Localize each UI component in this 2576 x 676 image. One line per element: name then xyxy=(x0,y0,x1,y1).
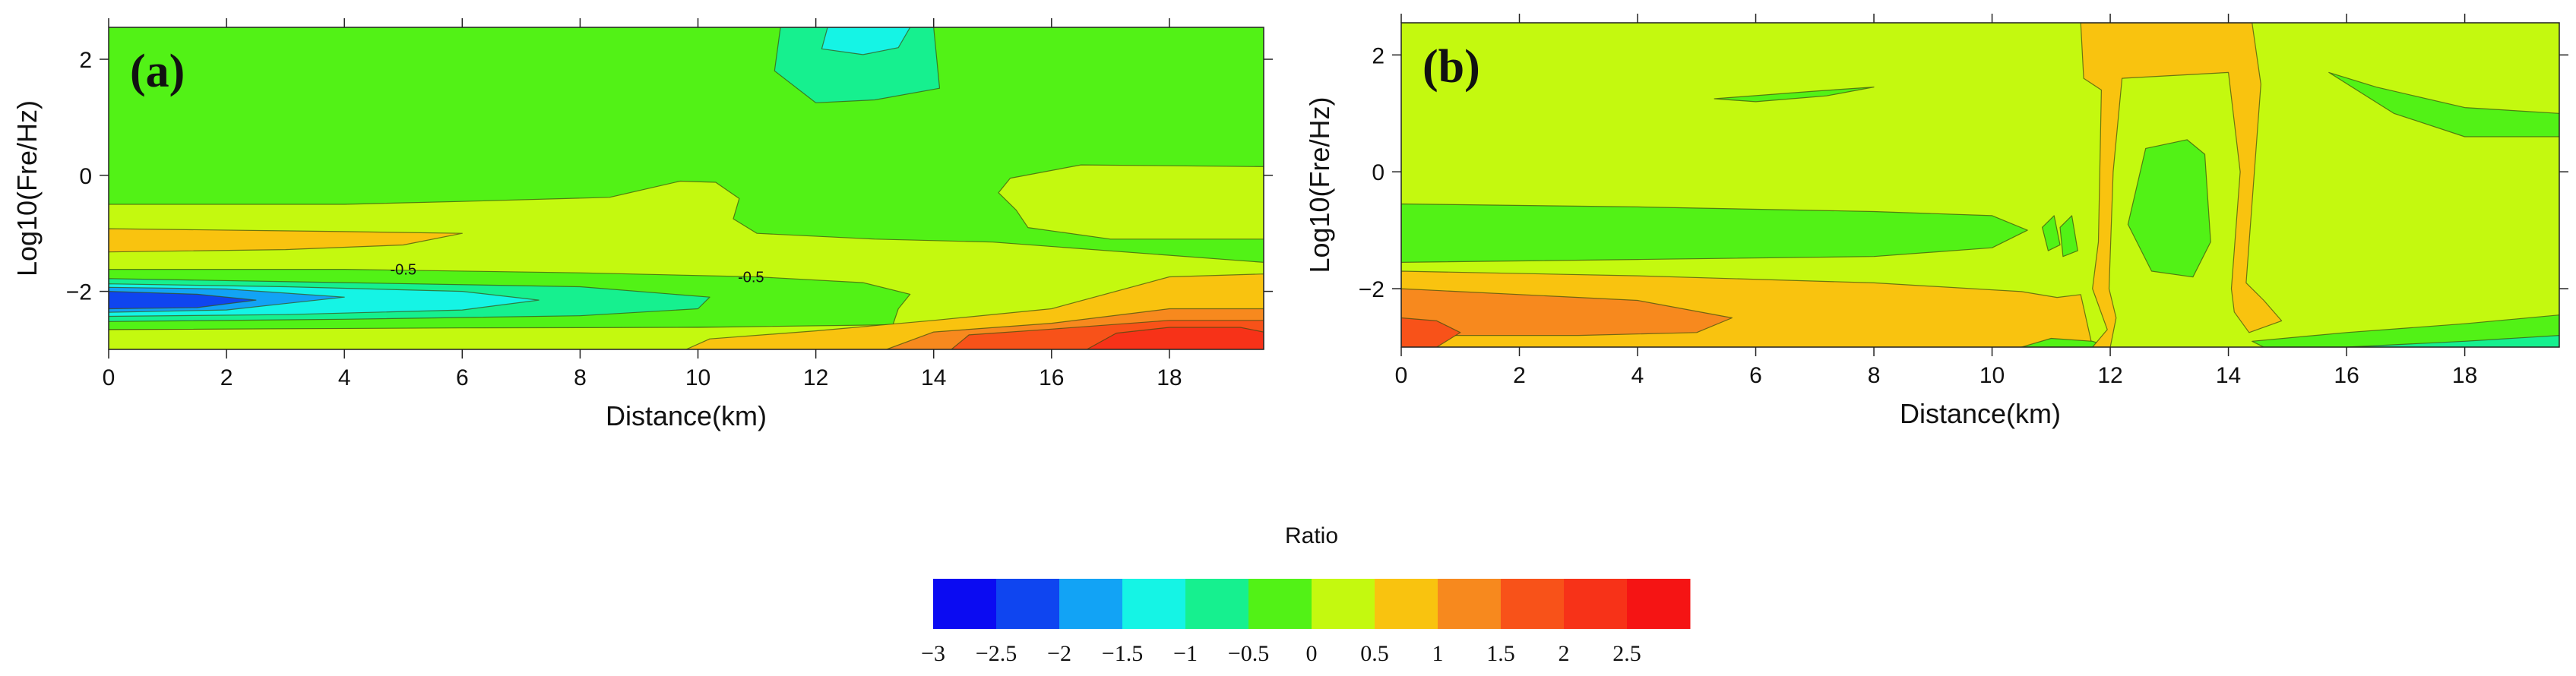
colorbar-swatch xyxy=(1375,579,1438,629)
x-tick-label: 14 xyxy=(921,365,946,390)
y-tick-label: 0 xyxy=(79,164,92,189)
colorbar-tick-label: 0 xyxy=(1306,641,1318,666)
x-tick-label: 6 xyxy=(1749,363,1762,388)
x-tick-label: 4 xyxy=(1631,363,1644,388)
colorbar-tick-label: −3 xyxy=(921,641,945,666)
y-tick-label: 0 xyxy=(1372,160,1385,185)
panel-b: 0 2 4 6 8 10 12 14 16 18 −2 0 2 Distance(km) Log10(Fre… xyxy=(1304,14,2568,429)
x-tick-label: 0 xyxy=(1395,363,1408,388)
contour-field xyxy=(1401,23,2559,347)
colorbar-swatch xyxy=(1438,579,1502,629)
panel-label: (b) xyxy=(1422,41,1480,93)
colorbar-tick-label: −1 xyxy=(1173,641,1198,666)
contour-region xyxy=(2021,337,2111,347)
contour-region xyxy=(2042,215,2061,251)
contour-region xyxy=(1401,288,1733,336)
contour-region xyxy=(2059,215,2078,257)
x-tick-label: 8 xyxy=(1868,363,1881,388)
colorbar-swatch xyxy=(1627,579,1691,629)
x-tick-label: 12 xyxy=(2097,363,2122,388)
colorbar-tick-label: 0.5 xyxy=(1360,641,1389,666)
x-tick-label: 6 xyxy=(456,365,469,390)
y-tick-label: 2 xyxy=(1372,43,1385,68)
x-tick-label: 2 xyxy=(1513,363,1526,388)
contour-region xyxy=(109,291,257,310)
colorbar-tick-label: −0.5 xyxy=(1228,641,1269,666)
contour-region xyxy=(1714,86,1875,103)
x-tick-label: 8 xyxy=(574,365,587,390)
x-tick-label: 16 xyxy=(1039,365,1064,390)
contour-region xyxy=(1401,317,1461,347)
contour-region xyxy=(1401,203,2028,263)
x-tick-label: 0 xyxy=(103,365,116,390)
colorbar-swatch xyxy=(1564,579,1628,629)
colorbar-tick-label: 1 xyxy=(1432,641,1444,666)
contour-region xyxy=(2328,71,2559,137)
colorbar-tick-label: 2.5 xyxy=(1612,641,1641,666)
y-tick-label: −2 xyxy=(1359,277,1385,302)
x-tick-label: 18 xyxy=(2452,363,2477,388)
colorbar-tick-label: 1.5 xyxy=(1486,641,1515,666)
x-tick-label: 4 xyxy=(338,365,351,390)
contour-region xyxy=(2346,335,2559,347)
colorbar-tick-label: −2.5 xyxy=(976,641,1017,666)
plot-frame xyxy=(1400,22,2560,348)
y-tick-label: 2 xyxy=(79,48,92,73)
x-tick-label: 12 xyxy=(803,365,828,390)
colorbar-swatch xyxy=(933,579,997,629)
contour-region xyxy=(2080,23,2283,347)
plot-frame xyxy=(108,27,1264,350)
contour-region xyxy=(998,164,1264,240)
x-tick-label: 16 xyxy=(2334,363,2359,388)
colorbar-swatch xyxy=(1248,579,1312,629)
colorbar-swatch xyxy=(996,579,1060,629)
x-tick-label: 14 xyxy=(2216,363,2241,388)
contour-region xyxy=(2252,314,2559,347)
x-tick-label: 2 xyxy=(220,365,233,390)
x-tick-label: 18 xyxy=(1157,365,1182,390)
contour-region xyxy=(109,228,463,253)
contour-region xyxy=(1086,327,1264,349)
colorbar: Ratio −3 −2.5 −2 −1.5 −1 −0.5 0 0.5 1 1.5 2 2.5 xyxy=(921,523,1691,666)
x-tick-label: 10 xyxy=(1979,363,2005,388)
panel-a: -0.5 -0.5 0 2 4 6 8 10 12 14 16 18 −2 0 2 Distance(km) L… xyxy=(11,18,1273,431)
colorbar-tick-label: 2 xyxy=(1559,641,1570,666)
contour-field: -0.5 -0.5 xyxy=(109,27,1264,349)
colorbar-swatch xyxy=(1185,579,1249,629)
colorbar-tick-label: −2 xyxy=(1047,641,1071,666)
panel-label: (a) xyxy=(130,46,185,97)
contour-region xyxy=(821,27,911,55)
x-tick-label: 10 xyxy=(685,365,710,390)
colorbar-swatch xyxy=(1312,579,1375,629)
colorbar-swatch xyxy=(1501,579,1565,629)
colorbar-title: Ratio xyxy=(1285,523,1338,548)
x-axis-label: Distance(km) xyxy=(606,400,767,431)
x-axis-label: Distance(km) xyxy=(1900,398,2061,429)
colorbar-tick-label: −1.5 xyxy=(1102,641,1143,666)
contour-label: -0.5 xyxy=(738,270,764,286)
y-axis-label: Log10(Fre/Hz) xyxy=(11,100,43,276)
colorbar-swatch xyxy=(1122,579,1186,629)
contour-region xyxy=(2127,139,2211,278)
colorbar-swatch xyxy=(1059,579,1123,629)
y-axis-label: Log10(Fre/Hz) xyxy=(1304,96,1335,273)
y-tick-label: −2 xyxy=(66,280,92,305)
contour-label: -0.5 xyxy=(391,262,416,279)
